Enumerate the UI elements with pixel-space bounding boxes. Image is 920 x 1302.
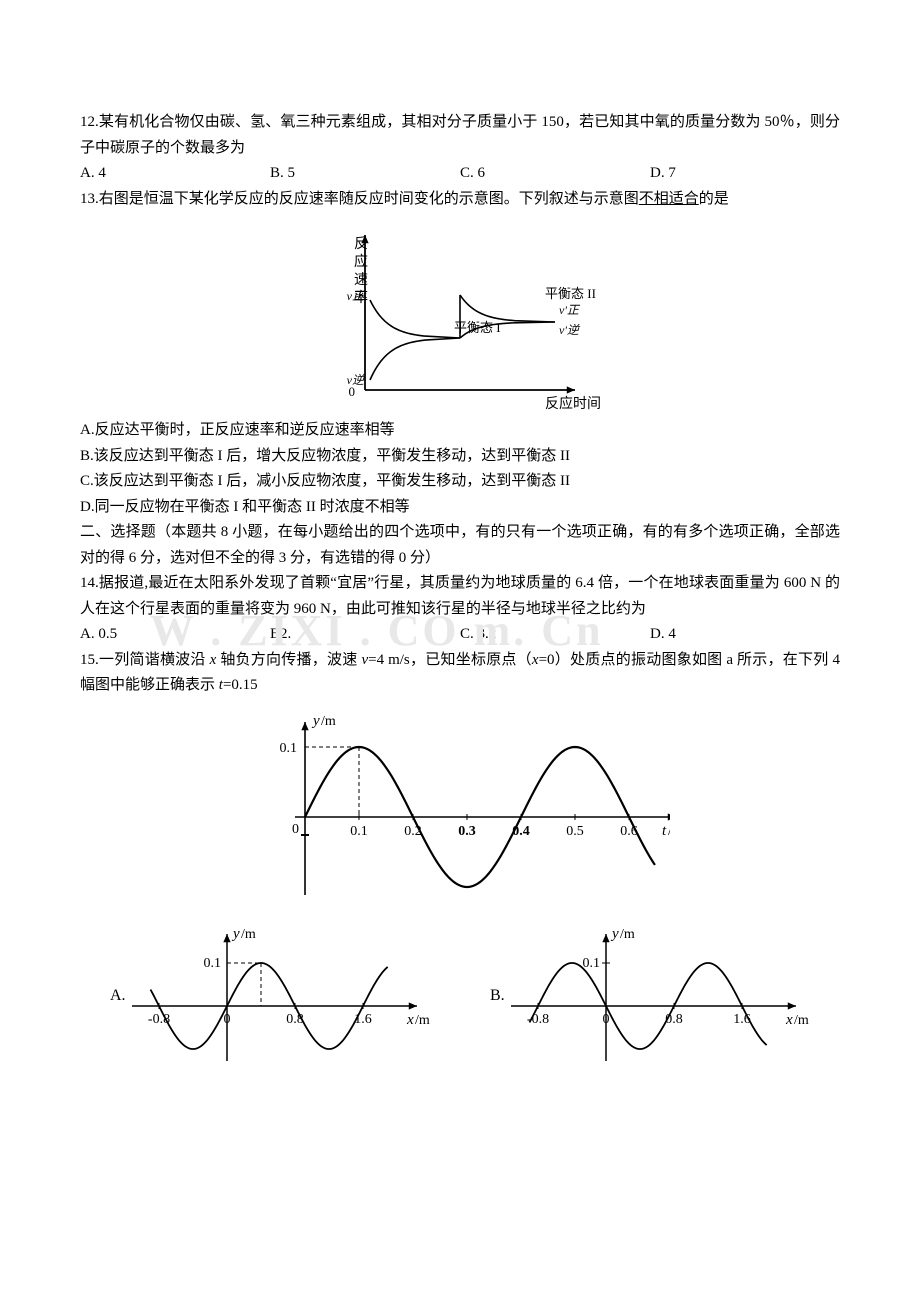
svg-text:反应时间: 反应时间: [545, 395, 600, 410]
q12-opt-c: C. 6: [460, 161, 650, 187]
svg-text:/m: /m: [620, 927, 635, 942]
svg-text:0: 0: [602, 1012, 609, 1027]
q15-opt-a-letter: A.: [110, 982, 126, 1009]
svg-text:速: 速: [354, 272, 368, 288]
q13-figure: 反应速率反应时间0v正v逆平衡态 Iv'正v'逆平衡态 II: [80, 220, 840, 410]
svg-text:0.5: 0.5: [566, 824, 584, 839]
svg-text:0.1: 0.1: [350, 824, 368, 839]
svg-text:y: y: [610, 926, 619, 942]
q13-stem-underline: 不相适合: [639, 191, 699, 207]
svg-text:/m: /m: [241, 927, 256, 942]
svg-text:y: y: [311, 713, 320, 729]
q13-opt-d: D.同一反应物在平衡态 I 和平衡态 II 时浓度不相等: [80, 495, 840, 521]
q12-opt-a: A. 4: [80, 161, 270, 187]
q15-main-figure: y/mt/s0.100.10.20.30.40.50.6: [80, 707, 840, 907]
svg-text:y: y: [231, 926, 240, 942]
svg-text:x: x: [785, 1012, 793, 1028]
svg-text:反: 反: [354, 236, 368, 252]
q12-opt-b: B. 5: [270, 161, 460, 187]
q15-e: =0.15: [223, 677, 258, 693]
q13-chart-svg: 反应速率反应时间0v正v逆平衡态 Iv'正v'逆平衡态 II: [320, 220, 600, 410]
q15-opt-b-svg: y/mx/m0.1-0.800.81.6: [511, 921, 831, 1071]
svg-text:0: 0: [223, 1012, 230, 1027]
q15-opt-a-wrap: A. y/mx/m0.1-0.800.81.6: [80, 921, 460, 1071]
svg-text:/m: /m: [415, 1013, 430, 1028]
svg-text:t: t: [662, 823, 667, 839]
svg-text:0.1: 0.1: [280, 741, 298, 756]
svg-text:x: x: [406, 1012, 414, 1028]
q15-main-chart-svg: y/mt/s0.100.10.20.30.40.50.6: [250, 707, 670, 907]
svg-text:应: 应: [354, 253, 368, 270]
svg-text:v'正: v'正: [559, 303, 581, 317]
svg-text:/s: /s: [668, 824, 670, 839]
svg-text:/m: /m: [321, 714, 336, 729]
svg-text:v'逆: v'逆: [559, 323, 581, 337]
q15-opt-a-svg: y/mx/m0.1-0.800.81.6: [132, 921, 452, 1071]
svg-text:v正: v正: [347, 289, 366, 303]
q12-stem: 12.某有机化合物仅由碳、氢、氧三种元素组成，其相对分子质量小于 150，若已知…: [80, 110, 840, 161]
q15-option-row: A. y/mx/m0.1-0.800.81.6 B. y/mx/m0.1-0.8…: [80, 921, 840, 1071]
svg-text:0.1: 0.1: [203, 956, 221, 971]
q13-opt-b: B.该反应达到平衡态 I 后，增大反应物浓度，平衡发生移动，达到平衡态 II: [80, 444, 840, 470]
q13-stem-tail: 的是: [699, 191, 729, 207]
q15-opt-b-letter: B.: [490, 982, 505, 1009]
q13-stem: 13.右图是恒温下某化学反应的反应速率随反应时间变化的示意图。下列叙述与示意图不…: [80, 187, 840, 213]
q13-stem-text: 13.右图是恒温下某化学反应的反应速率随反应时间变化的示意图。下列叙述与示意图: [80, 191, 639, 207]
svg-text:平衡态 II: 平衡态 II: [545, 286, 596, 301]
svg-text:0.3: 0.3: [458, 824, 476, 839]
svg-text:0.1: 0.1: [582, 956, 600, 971]
svg-text:v逆: v逆: [347, 373, 366, 387]
section-2-header: 二、选择题（本题共 8 小题，在每小题给出的四个选项中，有的只有一个选项正确，有…: [80, 520, 840, 571]
q15-opt-b-wrap: B. y/mx/m0.1-0.800.81.6: [460, 921, 840, 1071]
svg-text:0: 0: [292, 822, 299, 837]
q14-opt-d: D. 4: [650, 622, 840, 648]
q12-options: A. 4 B. 5 C. 6 D. 7: [80, 161, 840, 187]
q13-opt-a: A.反应达平衡时，正反应速率和逆反应速率相等: [80, 418, 840, 444]
q13-opt-c: C.该反应达到平衡态 I 后，减小反应物浓度，平衡发生移动，达到平衡态 II: [80, 469, 840, 495]
svg-text:/m: /m: [794, 1013, 809, 1028]
watermark-text: W . ZIXI . CO m. Cn: [150, 594, 603, 669]
q12-opt-d: D. 7: [650, 161, 840, 187]
